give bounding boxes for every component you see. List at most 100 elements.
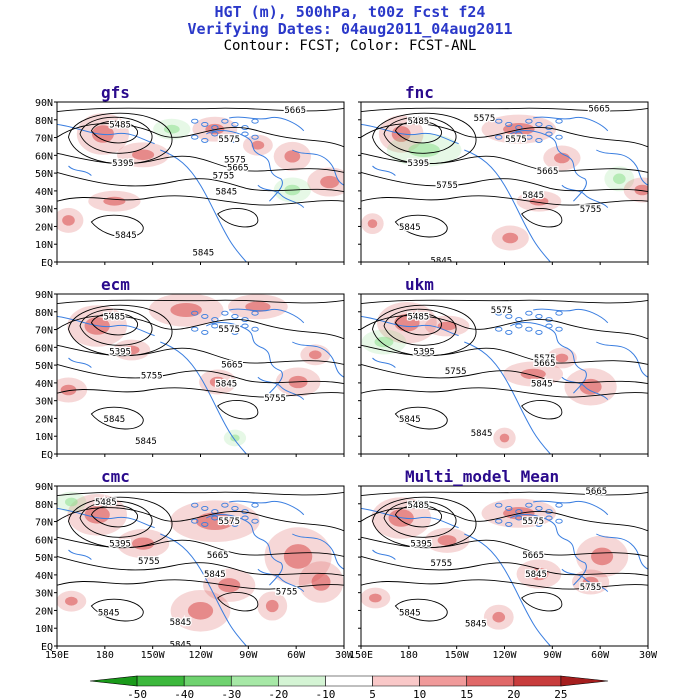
height-contour: [57, 536, 344, 557]
height-contour: [90, 406, 144, 430]
coastline: [509, 130, 587, 202]
island-outline: [535, 313, 543, 319]
contour-label: 5485: [104, 312, 126, 322]
island-outline: [191, 326, 199, 332]
lat-tick-label: 60N: [35, 535, 53, 546]
island-outline: [495, 326, 503, 332]
lat-tick-label: 80N: [35, 500, 53, 511]
coastline: [561, 568, 609, 592]
anomaly-core: [60, 384, 77, 396]
island-outline: [251, 134, 259, 140]
island-outline: [201, 313, 209, 319]
coastline: [205, 130, 283, 202]
low-contour: [372, 304, 477, 357]
anomaly-core: [265, 599, 279, 613]
lon-tick-label: 90W: [239, 650, 258, 661]
coastline: [596, 341, 648, 378]
island-outline: [201, 505, 209, 511]
lat-tick-label: EQ: [41, 258, 53, 269]
colorbar-label: 20: [507, 688, 520, 700]
island-outline: [211, 131, 219, 137]
anomaly-core: [123, 345, 140, 355]
contour-label: 5755: [436, 181, 458, 191]
island-outline: [495, 310, 503, 316]
island-outline: [251, 518, 259, 524]
low-contour: [79, 308, 153, 346]
lat-tick-label: EQ: [41, 642, 53, 653]
height-contour: [361, 315, 648, 340]
anomaly-core: [374, 336, 394, 348]
coastline: [68, 549, 92, 560]
lat-tick-label: 30N: [35, 205, 53, 216]
contour-label: 5665: [522, 551, 544, 561]
coastline: [257, 184, 305, 208]
island-outline: [505, 313, 513, 319]
lat-tick-label: 50N: [35, 169, 53, 180]
anomaly-core: [283, 544, 313, 569]
height-contour: [361, 579, 648, 590]
anomaly-core: [311, 573, 331, 591]
lon-tick-label: 30W: [335, 650, 354, 661]
lat-tick-label: 60N: [35, 151, 53, 162]
anomaly-core: [62, 215, 75, 226]
height-contour: [361, 195, 648, 206]
height-contour: [361, 299, 648, 305]
island-outline: [251, 118, 259, 124]
contour-label: 5755: [431, 559, 453, 569]
anomaly-core: [499, 433, 510, 443]
lat-tick-label: 20N: [35, 414, 53, 425]
contour-label: 5575: [218, 325, 240, 335]
anomaly-core: [163, 124, 180, 134]
lon-tick-label: 180: [96, 650, 114, 661]
contour-label: 5665: [537, 167, 559, 177]
lon-tick-label: 90W: [543, 650, 562, 661]
coastline: [464, 341, 551, 454]
contour-label: 5845: [135, 437, 157, 447]
island-outline: [505, 137, 513, 143]
contour-label: 5755: [445, 367, 467, 377]
island-outline: [515, 323, 523, 329]
height-contour: [57, 363, 344, 385]
height-contour: [57, 579, 344, 590]
anomaly-core: [187, 602, 214, 620]
height-contour: [361, 363, 648, 385]
colorbar-label: 10: [413, 688, 426, 700]
island-outline: [231, 121, 239, 127]
lon-tick-label: 180: [400, 650, 418, 661]
island-outline: [535, 121, 543, 127]
contour-label: 5665: [227, 164, 249, 174]
anomaly-core: [218, 578, 241, 593]
coastline: [292, 149, 344, 186]
contour-label: 5575: [522, 517, 544, 527]
lat-tick-label: 20N: [35, 606, 53, 617]
anomaly-core: [251, 140, 265, 150]
island-outline: [505, 521, 513, 527]
colorbar-segment: [560, 675, 609, 687]
coastline: [257, 568, 305, 592]
island-outline: [525, 134, 533, 140]
contour-label: 5755: [141, 372, 163, 382]
contour-label: 5395: [109, 540, 131, 550]
contour-label: 5845: [399, 415, 421, 425]
anomaly-core: [320, 175, 340, 189]
contour-label: 5485: [408, 117, 430, 127]
anomaly-core: [103, 196, 126, 206]
colorbar-segment: [136, 675, 185, 687]
lat-tick-label: 60N: [35, 343, 53, 354]
anomaly-core: [308, 350, 322, 360]
low-contour: [90, 504, 138, 528]
coastline: [372, 357, 396, 368]
island-outline: [505, 121, 513, 127]
low-contour: [394, 312, 442, 336]
island-outline: [231, 329, 239, 335]
height-contour: [361, 507, 648, 532]
island-outline: [495, 118, 503, 124]
coastline: [509, 514, 587, 586]
coastline: [464, 149, 551, 262]
height-contour: [57, 123, 344, 148]
lon-tick-label: 60W: [287, 650, 306, 661]
contour-label: 5845: [399, 223, 421, 233]
lat-tick-label: 90N: [35, 290, 53, 301]
height-contour: [394, 214, 448, 238]
